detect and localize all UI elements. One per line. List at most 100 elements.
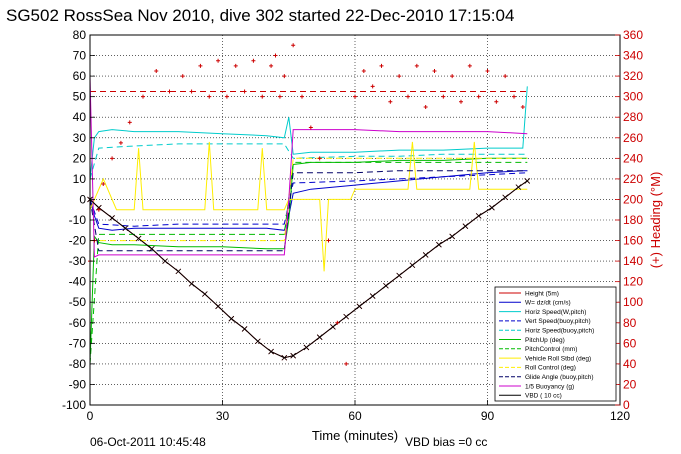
legend-label-8: Roll Control (deg) — [525, 365, 576, 372]
y-tick-label: -30 — [69, 254, 87, 268]
series-line-10 — [89, 76, 528, 258]
series-line-4 — [89, 143, 528, 180]
series-11-marker — [436, 241, 442, 248]
heading-point — [141, 94, 145, 99]
series-11-marker — [383, 282, 389, 289]
heading-point — [414, 63, 419, 68]
x-tick-label: 90 — [481, 409, 495, 423]
series-11-marker — [524, 178, 531, 184]
legend-label-7: Vehicle Roll Stbd (deg) — [525, 355, 591, 362]
y-tick-label: -60 — [69, 316, 87, 330]
series-11-marker — [268, 348, 274, 355]
right-tick-label: 360 — [623, 28, 643, 42]
heading-point — [485, 68, 490, 73]
series-11-marker — [462, 223, 469, 229]
heading-point — [467, 63, 472, 68]
heading-point — [494, 99, 499, 104]
series-11-marker — [396, 272, 402, 279]
series-11-marker — [356, 303, 363, 310]
series-11-marker — [422, 252, 429, 258]
legend-label-10: 1/5 Buoyancy (g) — [525, 383, 574, 390]
heading-point — [224, 94, 229, 99]
series-line-2 — [89, 86, 528, 179]
series-11-marker — [162, 258, 168, 264]
heading-point — [216, 58, 221, 63]
series-line-8 — [90, 157, 528, 242]
series-11-marker — [122, 225, 129, 232]
right-axis-label: (+) Heading (°M) — [648, 172, 663, 269]
series-11-marker — [303, 344, 310, 351]
heading-point — [326, 238, 331, 243]
series-11-marker — [449, 233, 455, 240]
right-tick-label: 160 — [623, 234, 643, 248]
legend-label-2: Horiz Speed(W,pitch) — [525, 309, 586, 316]
right-tick-label: 240 — [623, 151, 643, 165]
right-tick-label: 300 — [623, 90, 643, 104]
series-11-marker — [502, 194, 508, 201]
heading-point — [423, 104, 428, 109]
right-tick-label: 120 — [623, 275, 643, 289]
y-tick-label: 0 — [79, 192, 86, 206]
heading-point — [233, 63, 238, 68]
tick-layer: 0 30 60 90 120-100-90-80-70-60-50-40-30-20-1… — [62, 28, 643, 423]
heading-point — [335, 320, 340, 325]
y-tick-label: 40 — [73, 110, 87, 124]
series-11-marker — [255, 338, 261, 345]
heading-point — [450, 74, 455, 79]
legend-label-5: PitchUp (deg) — [525, 337, 565, 344]
y-tick-label: -20 — [69, 234, 87, 248]
series-layer — [87, 43, 531, 366]
right-tick-label: 180 — [623, 213, 643, 227]
heading-point — [127, 120, 132, 125]
series-11-marker — [228, 315, 235, 322]
legend-label-1: W= dz/dt (cm/s) — [525, 300, 571, 307]
heading-point — [397, 74, 402, 79]
right-tick-label: 80 — [623, 316, 637, 330]
series-11-marker — [135, 235, 142, 242]
y-tick-label: -100 — [62, 398, 86, 412]
series-11-marker — [281, 354, 288, 361]
heading-point — [189, 89, 194, 94]
heading-point — [512, 94, 516, 99]
series-11-marker — [175, 268, 182, 275]
x-tick-label: 120 — [610, 409, 630, 423]
y-tick-label: -10 — [69, 213, 87, 227]
y-tick-label: 30 — [73, 131, 87, 145]
series-11-marker — [475, 213, 482, 219]
right-tick-label: 320 — [623, 69, 643, 83]
right-tick-label: 220 — [623, 172, 643, 186]
heading-point — [379, 63, 384, 68]
heading-point — [361, 68, 366, 73]
series-11-marker — [369, 293, 376, 299]
legend-label-9: Glide Angle (buoy,pitch) — [525, 374, 594, 381]
x-tick-label: 60 — [348, 409, 362, 423]
series-11-marker — [109, 215, 115, 221]
y-tick-label: -40 — [69, 275, 87, 289]
heading-point — [308, 125, 313, 130]
heading-point — [269, 63, 274, 68]
heading-point — [370, 84, 375, 89]
right-tick-label: 260 — [623, 131, 643, 145]
y-tick-label: 80 — [73, 28, 87, 42]
right-tick-label: 40 — [623, 357, 637, 371]
series-11-marker — [409, 262, 416, 269]
legend-label-3: Vert Speed(buoy,pitch) — [525, 318, 591, 325]
heading-point — [388, 99, 393, 104]
heading-point — [260, 94, 265, 99]
heading-point — [520, 104, 525, 109]
y-tick-label: -70 — [69, 336, 87, 350]
series-line-7 — [89, 141, 528, 272]
heading-point — [154, 68, 159, 73]
legend: Height (5m) W= dz/dt (cm/s) Horiz Speed(W,… — [494, 286, 617, 402]
heading-point — [291, 43, 296, 48]
x-tick-label: 0 — [87, 409, 94, 423]
heading-point — [406, 94, 410, 99]
series-11-marker — [316, 334, 323, 340]
legend-label-6: PitchControl (mm) — [525, 346, 577, 353]
series-11-marker — [515, 184, 522, 190]
heading-point — [441, 94, 446, 99]
right-tick-label: 100 — [623, 295, 643, 309]
heading-point — [277, 94, 282, 99]
y-tick-label: -90 — [69, 377, 87, 391]
